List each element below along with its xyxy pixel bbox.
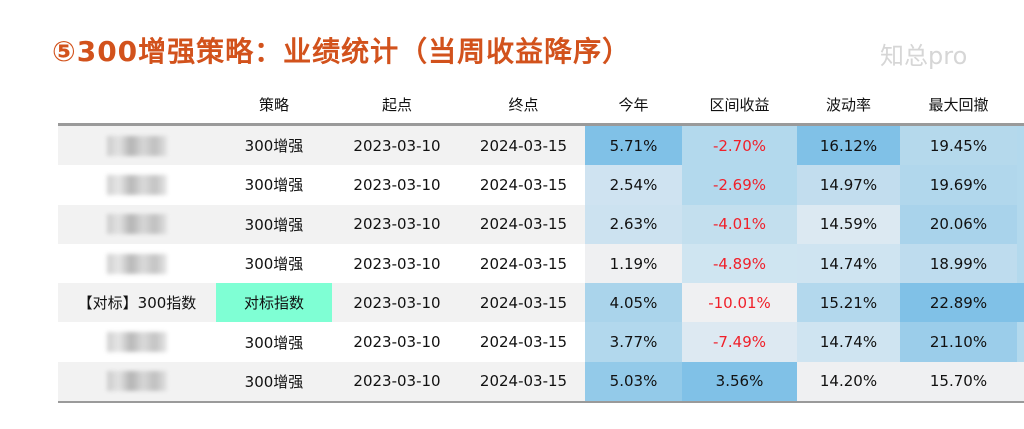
cell-vol: 14.59% — [797, 204, 900, 244]
redacted-name — [107, 332, 167, 353]
table-row: 300增强 2023-03-10 2024-03-15 1.19% -4.89% 14.7… — [58, 243, 1024, 284]
watermark: 知总pro — [880, 42, 968, 70]
redacted-name — [107, 174, 167, 195]
cell-vol: 14.97% — [797, 165, 900, 205]
cell-range: -7.49% — [682, 322, 797, 362]
table-bottom-border — [58, 401, 1024, 403]
redacted-name — [107, 253, 167, 274]
table-row: 300增强 2023-03-10 2024-03-15 5.71% -2.70% 16.1… — [58, 126, 1024, 166]
table-row: 【对标】300指数 对标指数 2023-03-10 2024-03-15 4.05% -1… — [58, 283, 1024, 323]
cell-name — [58, 126, 216, 165]
cell-ytd: 5.03% — [585, 361, 682, 402]
cell-ytd: 5.71% — [585, 126, 682, 166]
cell-end: 2024-03-15 — [479, 215, 568, 234]
header-ytd: 今年 — [618, 96, 649, 114]
cell-start: 2023-03-10 — [353, 254, 441, 273]
cell-ytd: 1.19% — [585, 243, 682, 284]
cell-vol: 16.12% — [797, 126, 900, 166]
cell-mdd: 18.99% — [900, 243, 1017, 284]
redacted-name — [107, 371, 167, 392]
cell-end: 2024-03-15 — [479, 372, 568, 391]
cell-start: 2023-03-10 — [353, 175, 441, 194]
cell-name — [58, 322, 216, 361]
cell-start: 2023-03-10 — [353, 293, 441, 312]
cell-range: -10.01% — [682, 283, 797, 323]
cell-edge — [1017, 361, 1024, 402]
cell-start: 2023-03-10 — [353, 333, 441, 352]
table-row: 300增强 2023-03-10 2024-03-15 3.77% -7.49% 14.7… — [58, 322, 1024, 362]
performance-table: 300增强 2023-03-10 2024-03-15 5.71% -2.70% 16.1… — [58, 123, 1024, 402]
header-range: 区间收益 — [709, 96, 770, 114]
cell-end: 2024-03-15 — [479, 333, 568, 352]
cell-end: 2024-03-15 — [479, 136, 568, 155]
cell-vol: 14.74% — [797, 322, 900, 362]
table-row: 300增强 2023-03-10 2024-03-15 5.03% 3.56% 14.20… — [58, 361, 1024, 402]
cell-start: 2023-03-10 — [353, 215, 441, 234]
header-strategy: 策略 — [258, 96, 289, 114]
cell-edge — [1017, 126, 1024, 166]
cell-edge — [1017, 204, 1024, 244]
cell-strategy: 300增强 — [244, 215, 304, 234]
cell-strategy: 300增强 — [244, 372, 304, 391]
cell-range: -2.70% — [682, 126, 797, 166]
cell-ytd: 2.54% — [585, 165, 682, 205]
redacted-name — [107, 214, 167, 235]
cell-mdd: 19.45% — [900, 126, 1017, 166]
cell-name — [58, 244, 216, 283]
redacted-name — [107, 135, 167, 156]
cell-strategy: 300增强 — [244, 176, 304, 195]
cell-name — [58, 362, 216, 401]
cell-mdd: 21.10% — [900, 322, 1017, 362]
header-end: 终点 — [508, 96, 539, 114]
table-row: 300增强 2023-03-10 2024-03-15 2.63% -4.01% 14.5… — [58, 204, 1024, 244]
cell-strategy: 300增强 — [244, 255, 304, 274]
cell-edge — [1017, 283, 1024, 323]
cell-name — [58, 205, 216, 244]
cell-strategy: 300增强 — [244, 137, 304, 156]
cell-range: -2.69% — [682, 165, 797, 205]
cell-end: 2024-03-15 — [479, 254, 568, 273]
cell-end: 2024-03-15 — [479, 293, 568, 312]
header-vol: 波动率 — [825, 96, 871, 114]
cell-strategy: 300增强 — [244, 333, 304, 352]
cell-mdd: 15.70% — [900, 361, 1017, 402]
cell-ytd: 3.77% — [585, 322, 682, 362]
header-mdd: 最大回撤 — [928, 96, 989, 114]
cell-range: -4.89% — [682, 243, 797, 284]
cell-start: 2023-03-10 — [353, 136, 441, 155]
cell-mdd: 19.69% — [900, 165, 1017, 205]
cell-mdd: 22.89% — [900, 283, 1017, 323]
cell-vol: 14.74% — [797, 243, 900, 284]
cell-strategy: 对标指数 — [216, 283, 332, 323]
header-start: 起点 — [381, 96, 412, 114]
cell-ytd: 2.63% — [585, 204, 682, 244]
cell-range: 3.56% — [682, 361, 797, 402]
cell-end: 2024-03-15 — [479, 175, 568, 194]
cell-start: 2023-03-10 — [353, 372, 441, 391]
cell-edge — [1017, 322, 1024, 362]
cell-vol: 14.20% — [797, 361, 900, 402]
cell-range: -4.01% — [682, 204, 797, 244]
cell-mdd: 20.06% — [900, 204, 1017, 244]
cell-edge — [1017, 243, 1024, 284]
cell-ytd: 4.05% — [585, 283, 682, 323]
cell-vol: 15.21% — [797, 283, 900, 323]
cell-name: 【对标】300指数 — [77, 294, 197, 313]
cell-name — [58, 165, 216, 204]
table-row: 300增强 2023-03-10 2024-03-15 2.54% -2.69% 14.9… — [58, 165, 1024, 205]
cell-edge — [1017, 165, 1024, 205]
page-title: ⑤300增强策略：业绩统计（当周收益降序） — [52, 35, 632, 68]
